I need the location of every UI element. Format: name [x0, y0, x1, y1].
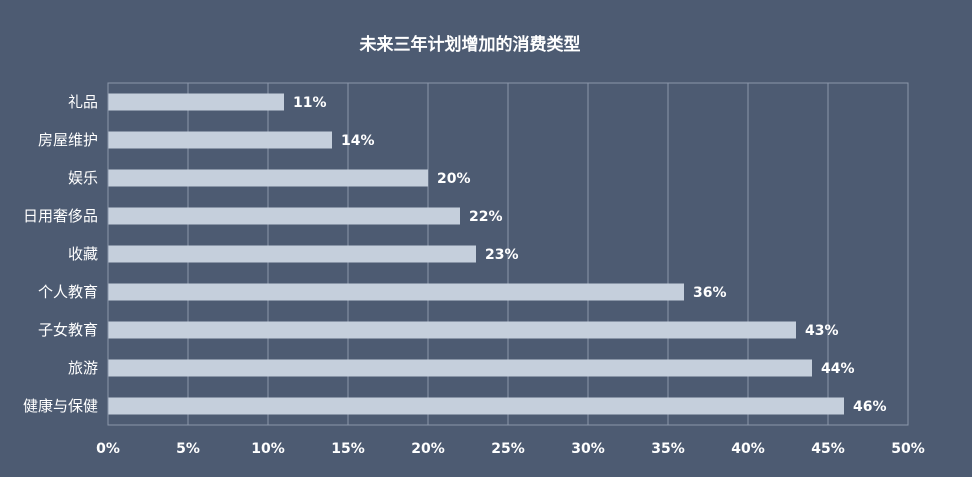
data-label: 46% [853, 399, 887, 415]
chart-title: 未来三年计划增加的消费类型 [359, 34, 581, 55]
category-label: 健康与保健 [23, 397, 98, 415]
data-label: 20% [437, 171, 471, 187]
data-label: 36% [693, 285, 727, 301]
bar [108, 207, 460, 225]
category-label: 礼品 [68, 93, 98, 111]
data-label: 14% [341, 133, 375, 149]
data-labels: 11% 14% 20% 22% 23% 36% 43% 44% 46% [293, 95, 887, 415]
data-label: 23% [485, 247, 519, 263]
category-label: 旅游 [68, 359, 98, 377]
bar [108, 283, 684, 301]
data-label: 44% [821, 361, 855, 377]
category-label: 子女教育 [38, 321, 98, 339]
data-label: 43% [805, 323, 839, 339]
x-tick-label: 25% [491, 441, 525, 457]
bar [108, 131, 332, 149]
bar [108, 359, 812, 377]
bar [108, 397, 844, 415]
category-label: 娱乐 [68, 169, 98, 187]
x-tick-label: 40% [731, 441, 765, 457]
x-tick-label: 30% [571, 441, 605, 457]
bar-layer [108, 93, 844, 415]
x-tick-label: 45% [811, 441, 845, 457]
x-tick-label: 50% [891, 441, 925, 457]
x-tick-label: 35% [651, 441, 685, 457]
x-axis-tick-labels: 0% 5% 10% 15% 20% 25% 30% 35% 40% 45% 50% [96, 441, 925, 457]
category-label: 个人教育 [38, 283, 98, 301]
category-label: 日用奢侈品 [23, 207, 98, 225]
x-tick-label: 0% [96, 441, 120, 457]
bar [108, 169, 428, 187]
bar [108, 93, 284, 111]
x-tick-label: 20% [411, 441, 445, 457]
category-label: 房屋维护 [38, 131, 98, 149]
x-tick-label: 10% [251, 441, 285, 457]
bar [108, 245, 476, 263]
x-tick-label: 5% [176, 441, 200, 457]
x-tick-label: 15% [331, 441, 365, 457]
plot-frame [107, 82, 909, 426]
bar [108, 321, 796, 339]
data-label: 11% [293, 95, 327, 111]
data-label: 22% [469, 209, 503, 225]
category-label: 收藏 [68, 245, 98, 263]
